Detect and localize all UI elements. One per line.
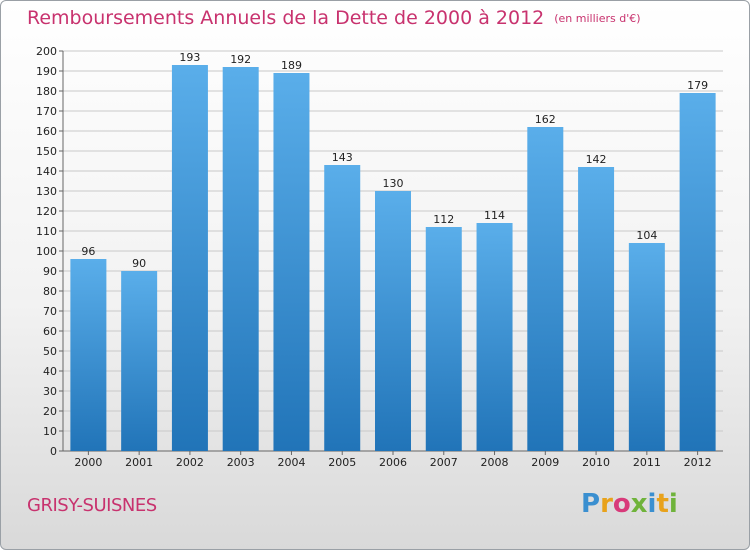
data-label-2004: 189 xyxy=(281,59,302,72)
x-tick-label-2005: 2005 xyxy=(328,456,356,469)
x-tick-label-2002: 2002 xyxy=(176,456,204,469)
commune-name: GRISY-SUISNES xyxy=(27,495,157,516)
y-tick-label: 10 xyxy=(43,425,57,438)
y-tick-label: 190 xyxy=(36,65,57,78)
chart-unit: (en milliers d'€) xyxy=(554,12,641,25)
bar-2000 xyxy=(70,259,107,451)
y-tick-label: 110 xyxy=(36,225,57,238)
chart-title: Remboursements Annuels de la Dette de 20… xyxy=(27,7,641,29)
data-label-2007: 112 xyxy=(433,213,454,226)
x-tick-label-2012: 2012 xyxy=(684,456,712,469)
chart-title-text: Remboursements Annuels de la Dette de 20… xyxy=(27,7,545,29)
data-label-2006: 130 xyxy=(383,177,404,190)
data-label-2011: 104 xyxy=(636,229,657,242)
logo-letter: x xyxy=(630,489,648,519)
logo-letter: i xyxy=(647,489,657,519)
x-tick-label-2007: 2007 xyxy=(430,456,458,469)
data-label-2002: 193 xyxy=(179,51,200,64)
data-label-2009: 162 xyxy=(535,113,556,126)
logo-letter: P xyxy=(581,489,601,519)
y-tick-label: 200 xyxy=(36,45,57,58)
data-label-2003: 192 xyxy=(230,53,251,66)
y-tick-label: 70 xyxy=(43,305,57,318)
bar-2002 xyxy=(171,65,208,451)
bar-2010 xyxy=(578,167,615,451)
bar-2005 xyxy=(324,165,361,451)
bar-2011 xyxy=(628,243,665,451)
data-label-2005: 143 xyxy=(332,151,353,164)
x-tick-label-2009: 2009 xyxy=(531,456,559,469)
bar-2006 xyxy=(375,191,411,451)
y-tick-label: 170 xyxy=(36,105,57,118)
y-tick-label: 50 xyxy=(43,345,57,358)
logo-letter: i xyxy=(668,489,678,519)
y-tick-label: 180 xyxy=(36,85,57,98)
data-label-2000: 96 xyxy=(81,245,95,258)
x-tick-label-2004: 2004 xyxy=(277,456,305,469)
proxiti-logo[interactable]: Proxiti xyxy=(581,489,678,519)
y-tick-label: 0 xyxy=(50,445,57,458)
logo-letter: t xyxy=(656,489,669,519)
x-tick-label-2008: 2008 xyxy=(481,456,509,469)
y-tick-label: 120 xyxy=(36,205,57,218)
bar-2012 xyxy=(679,93,716,451)
x-tick-label-2010: 2010 xyxy=(582,456,610,469)
y-tick-label: 150 xyxy=(36,145,57,158)
logo-letter: r xyxy=(600,489,613,519)
x-tick-label-2003: 2003 xyxy=(227,456,255,469)
y-tick-label: 140 xyxy=(36,165,57,178)
logo-letter: o xyxy=(612,489,631,519)
data-label-2012: 179 xyxy=(687,79,708,92)
y-tick-label: 90 xyxy=(43,265,57,278)
y-tick-label: 20 xyxy=(43,405,57,418)
y-tick-label: 100 xyxy=(36,245,57,258)
y-tick-label: 30 xyxy=(43,385,57,398)
bar-2009 xyxy=(527,127,564,451)
y-tick-label: 80 xyxy=(43,285,57,298)
x-tick-label-2001: 2001 xyxy=(125,456,153,469)
data-label-2010: 142 xyxy=(586,153,607,166)
data-label-2008: 114 xyxy=(484,209,505,222)
bar-2008 xyxy=(476,223,513,451)
x-tick-label-2000: 2000 xyxy=(74,456,102,469)
y-tick-label: 60 xyxy=(43,325,57,338)
data-label-2001: 90 xyxy=(132,257,146,270)
bar-2004 xyxy=(273,73,310,451)
x-tick-label-2011: 2011 xyxy=(633,456,661,469)
y-tick-label: 130 xyxy=(36,185,57,198)
bar-2007 xyxy=(425,227,462,451)
x-tick-label-2006: 2006 xyxy=(379,456,407,469)
bar-2001 xyxy=(121,271,158,451)
y-tick-label: 40 xyxy=(43,365,57,378)
y-tick-label: 160 xyxy=(36,125,57,138)
bar-2003 xyxy=(222,67,259,451)
